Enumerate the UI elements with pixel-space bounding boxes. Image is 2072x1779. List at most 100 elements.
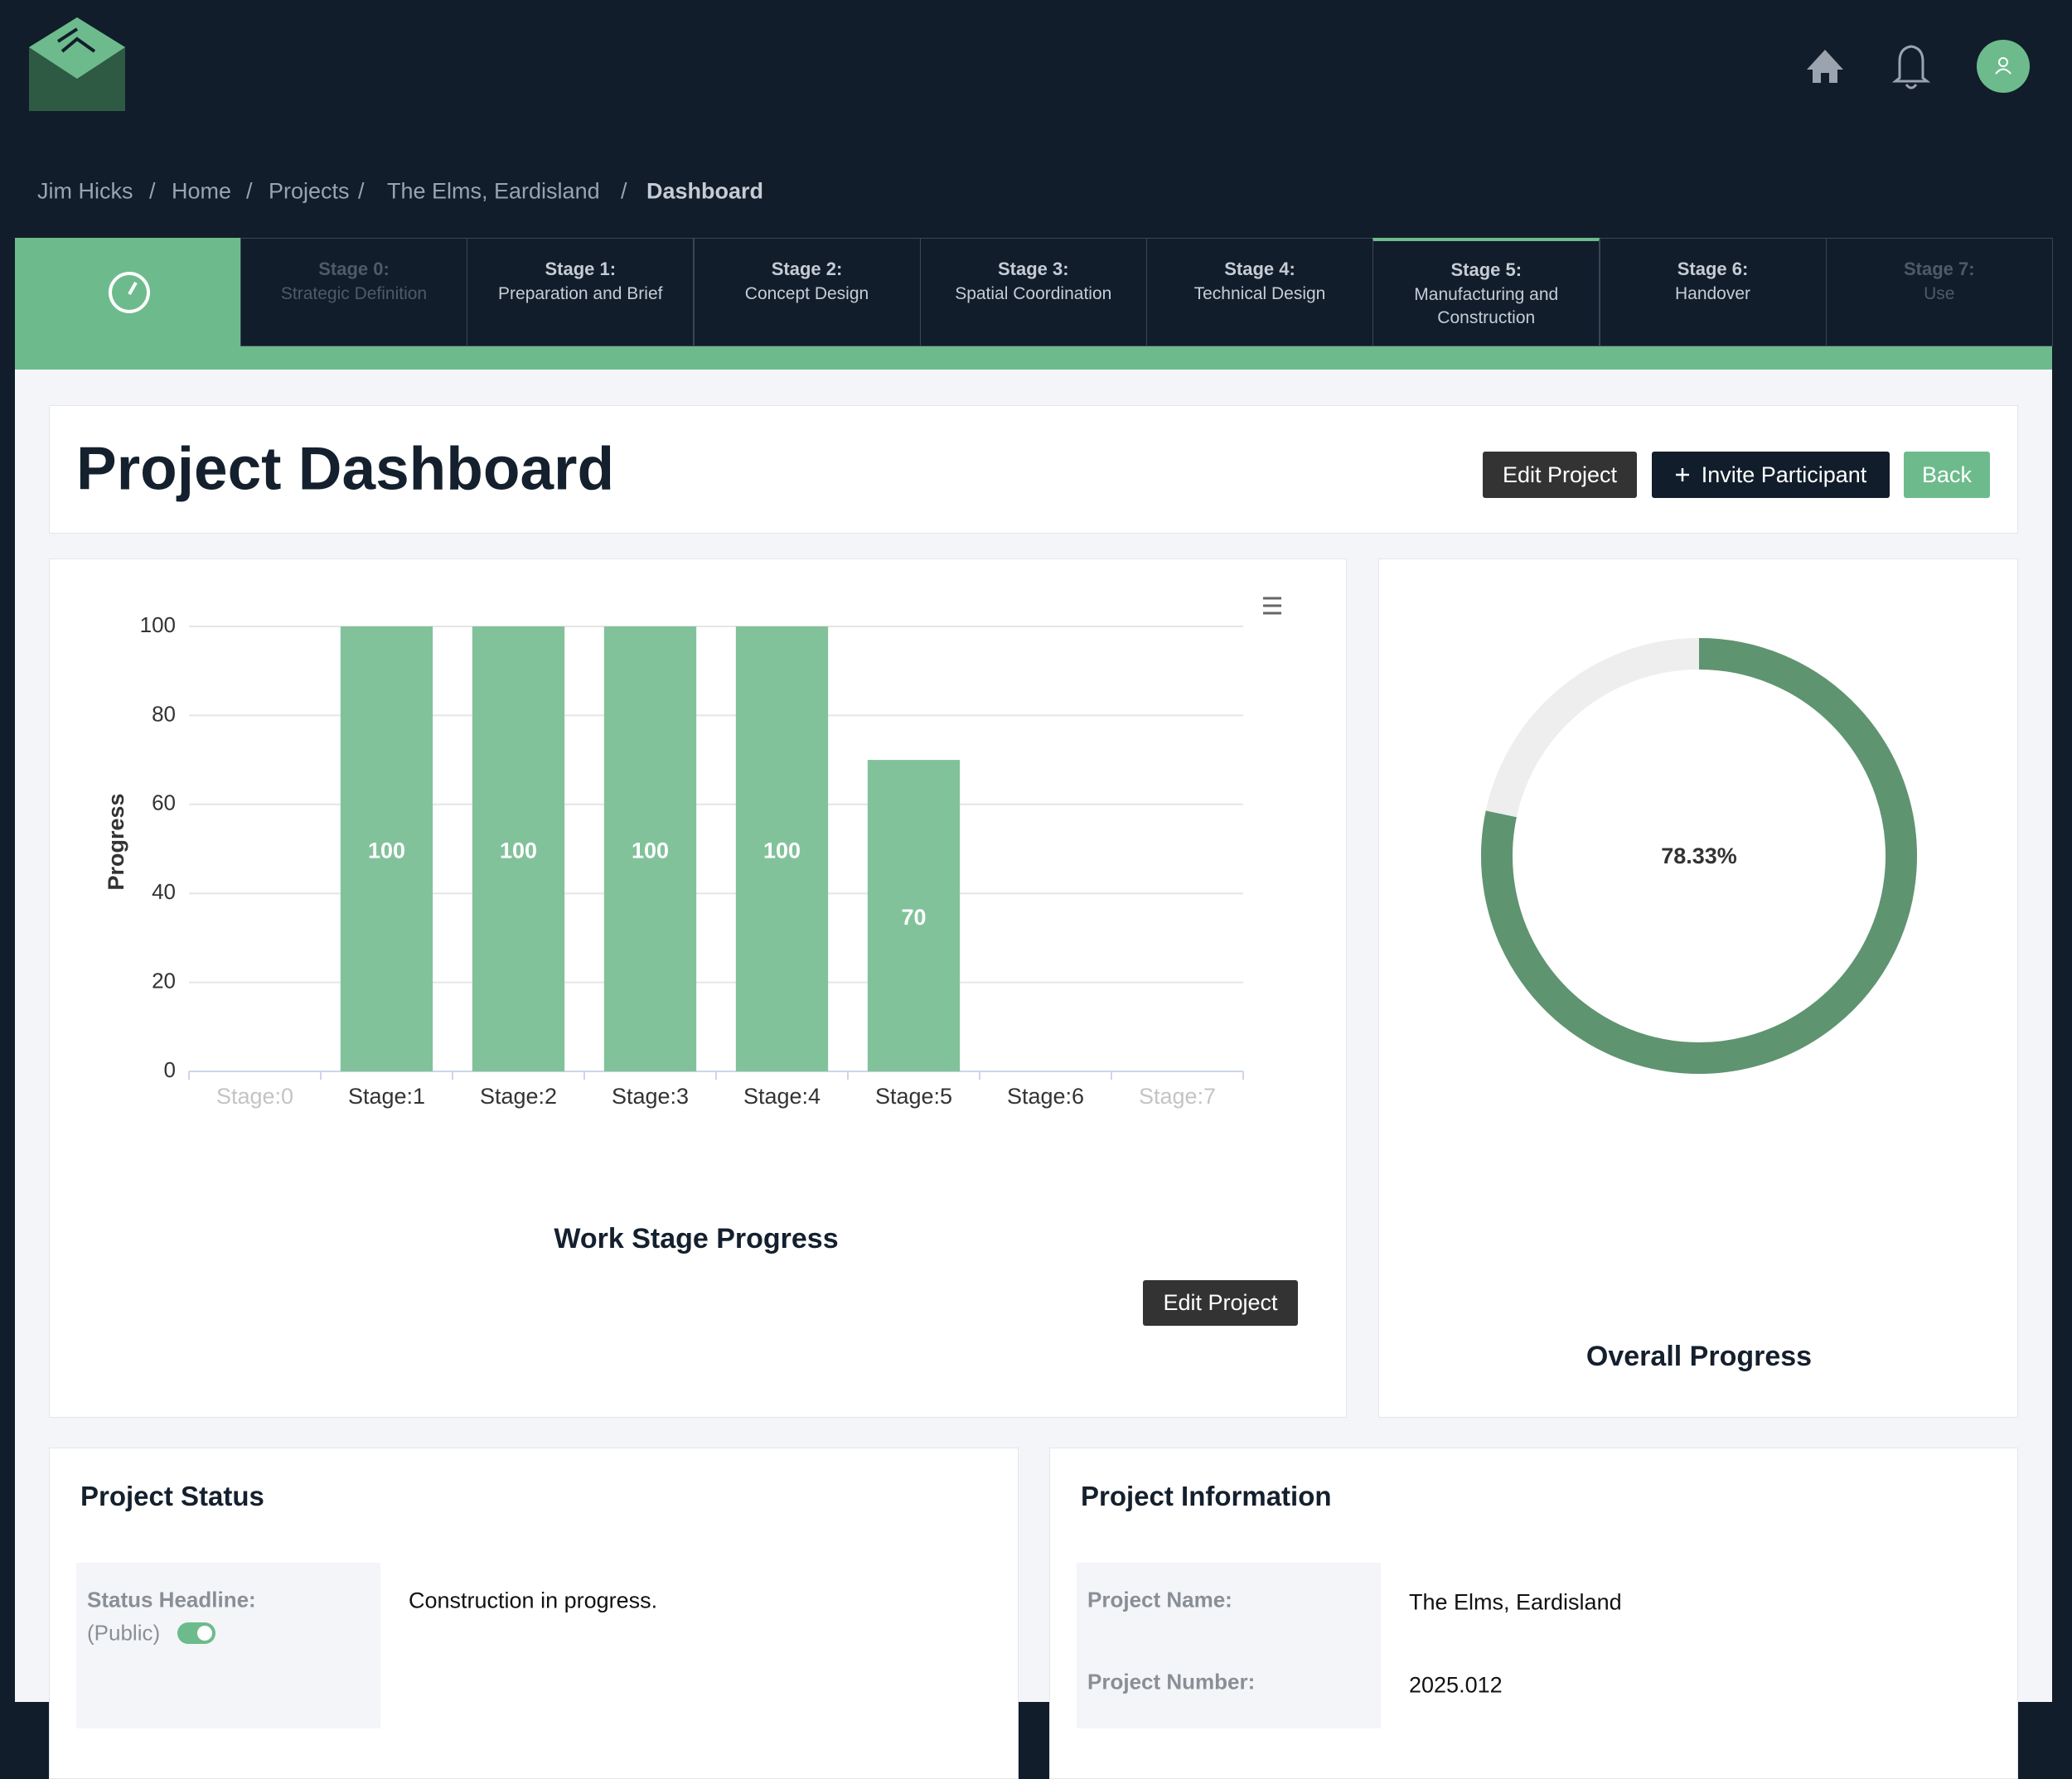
y-tick-label: 40 (152, 879, 176, 904)
plus-icon (1675, 468, 1689, 481)
avatar-icon (1995, 68, 2011, 75)
stage-title: Stage 5: (1450, 259, 1523, 280)
dashboard-icon (109, 272, 150, 313)
donut-chart: 78.33% Overall Progress (1481, 638, 1917, 1372)
dashboard-icon (128, 282, 138, 295)
stage-tab[interactable]: Stage 1: Preparation and Brief (467, 238, 695, 346)
stage-subtitle: Concept Design (744, 284, 869, 303)
bar (867, 760, 961, 1071)
plus-icon (1675, 468, 1689, 481)
bell-icon[interactable] (1891, 45, 1931, 89)
stage-title: Stage 6: (1677, 259, 1749, 279)
field-value: 2025.012 (1409, 1672, 1503, 1698)
stage-title: Stage 7: (1903, 259, 1975, 279)
chart-menu[interactable] (1263, 597, 1281, 615)
x-tick-label: Stage:4 (743, 1084, 821, 1109)
stage-tab[interactable]: Stage 5: Manufacturing and Construction (1372, 238, 1600, 346)
bar (472, 626, 565, 1071)
breadcrumb-separator: / (358, 178, 365, 204)
field-note: (Public) (87, 1620, 161, 1646)
y-tick-label: 100 (140, 612, 176, 637)
breadcrumb-separator: / (149, 178, 156, 204)
stage-title: Stage 3: (997, 259, 1069, 279)
page-title: Project Dashboard (76, 435, 615, 503)
edit-project-button[interactable]: Edit Project (1143, 1280, 1298, 1326)
avatar-icon (1998, 57, 2008, 67)
bar (340, 626, 433, 1071)
stage-band (15, 346, 2052, 370)
invite-participant-button[interactable]: Invite Participant (1652, 452, 1890, 498)
bar (603, 626, 697, 1071)
data-label: 100 (632, 839, 669, 863)
field-value: Construction in progress. (409, 1588, 658, 1613)
breadcrumb-item: Home (172, 178, 232, 204)
x-tick-label: Stage:1 (348, 1084, 425, 1109)
stage-tab[interactable]: Stage 7: Use (1825, 238, 2053, 346)
label-column (76, 1563, 380, 1728)
data-label: 70 (901, 905, 926, 930)
donut-arc (1481, 638, 1917, 1074)
data-label: 100 (368, 839, 405, 863)
stage-subtitle: Preparation and Brief (498, 284, 663, 303)
chart-card (49, 558, 1347, 1418)
breadcrumb-separator: / (246, 178, 253, 204)
y-tick-label: 60 (152, 790, 176, 815)
stage-subtitle: Use (1924, 284, 1955, 303)
public-toggle (177, 1622, 215, 1644)
home-icon[interactable] (1807, 50, 1843, 83)
y-axis-label: Progress (104, 793, 128, 890)
card-title: Project Status (80, 1481, 264, 1511)
dashboard-icon (109, 272, 150, 313)
x-tick-label: Stage:7 (1139, 1084, 1216, 1109)
top-icons (29, 17, 2030, 111)
stage-tab[interactable]: Stage 0: Strategic Definition (240, 238, 467, 346)
stage-subtitle: Strategic Definition (280, 284, 428, 303)
bar (735, 626, 829, 1071)
field-label: Project Name: (1087, 1587, 1232, 1612)
stage-tab[interactable]: Stage 3: Spatial Coordination (919, 238, 1147, 346)
stage-title: Stage 4: (1224, 259, 1295, 279)
page: Jim Hicks / Home / Projects / The Elms, Eardis… (15, 17, 2053, 1779)
dashboard-tab[interactable] (15, 238, 240, 346)
edit-project-button[interactable]: Edit Project (1483, 452, 1637, 498)
y-tick-label: 80 (152, 701, 176, 726)
logo (56, 27, 96, 53)
data-label: 100 (500, 839, 537, 863)
stage-title: Stage 0: (318, 259, 390, 279)
stage-subtitle: Technical Design (1193, 284, 1326, 303)
stage-title: Stage 2: (771, 259, 843, 279)
stage-tab[interactable]: Stage 4: Technical Design (1146, 238, 1373, 346)
y-tick-label: 0 (164, 1057, 176, 1082)
donut-title: Overall Progress (1586, 1341, 1812, 1372)
label-column (1077, 1563, 1381, 1728)
toggle-knob (197, 1626, 212, 1641)
card-title: Project Information (1081, 1481, 1332, 1511)
breadcrumb-item: The Elms, Eardisland (387, 178, 600, 204)
logo (29, 17, 125, 79)
bar-chart: 0 20 40 60 80 100 Progress Stage:0 Stage:1 100 Sta… (104, 597, 1281, 1254)
breadcrumb-item: Jim Hicks (37, 178, 133, 204)
donut-label: 78.33% (1661, 844, 1737, 868)
stage-tab[interactable]: Stage 6: Handover (1599, 238, 1827, 346)
back-button[interactable]: Back (1904, 452, 1990, 498)
stage-subtitle: Manufacturing and Construction (1414, 285, 1559, 327)
x-tick-label: Stage:6 (1007, 1084, 1084, 1109)
x-tick-label: Stage:0 (216, 1084, 293, 1109)
x-tick-label: Stage:3 (612, 1084, 689, 1109)
x-tick-label: Stage:5 (875, 1084, 952, 1109)
stage-title: Stage 1: (545, 259, 617, 279)
field-label: Status Headline: (87, 1587, 256, 1612)
stage-subtitle: Handover (1674, 284, 1751, 303)
breadcrumb-item: Dashboard (646, 178, 764, 204)
field-label: Project Number: (1087, 1669, 1256, 1694)
breadcrumb-separator: / (621, 178, 627, 204)
donut-card (1378, 558, 2018, 1418)
breadcrumb-item: Projects (269, 178, 350, 204)
button-label: Invite Participant (1701, 462, 1867, 487)
stage-subtitle: Spatial Coordination (955, 284, 1112, 303)
data-label: 100 (763, 839, 801, 863)
x-tick-label: Stage:2 (480, 1084, 557, 1109)
y-tick-label: 20 (152, 968, 176, 993)
chart-title: Work Stage Progress (554, 1223, 838, 1254)
field-value: The Elms, Eardisland (1409, 1589, 1622, 1615)
